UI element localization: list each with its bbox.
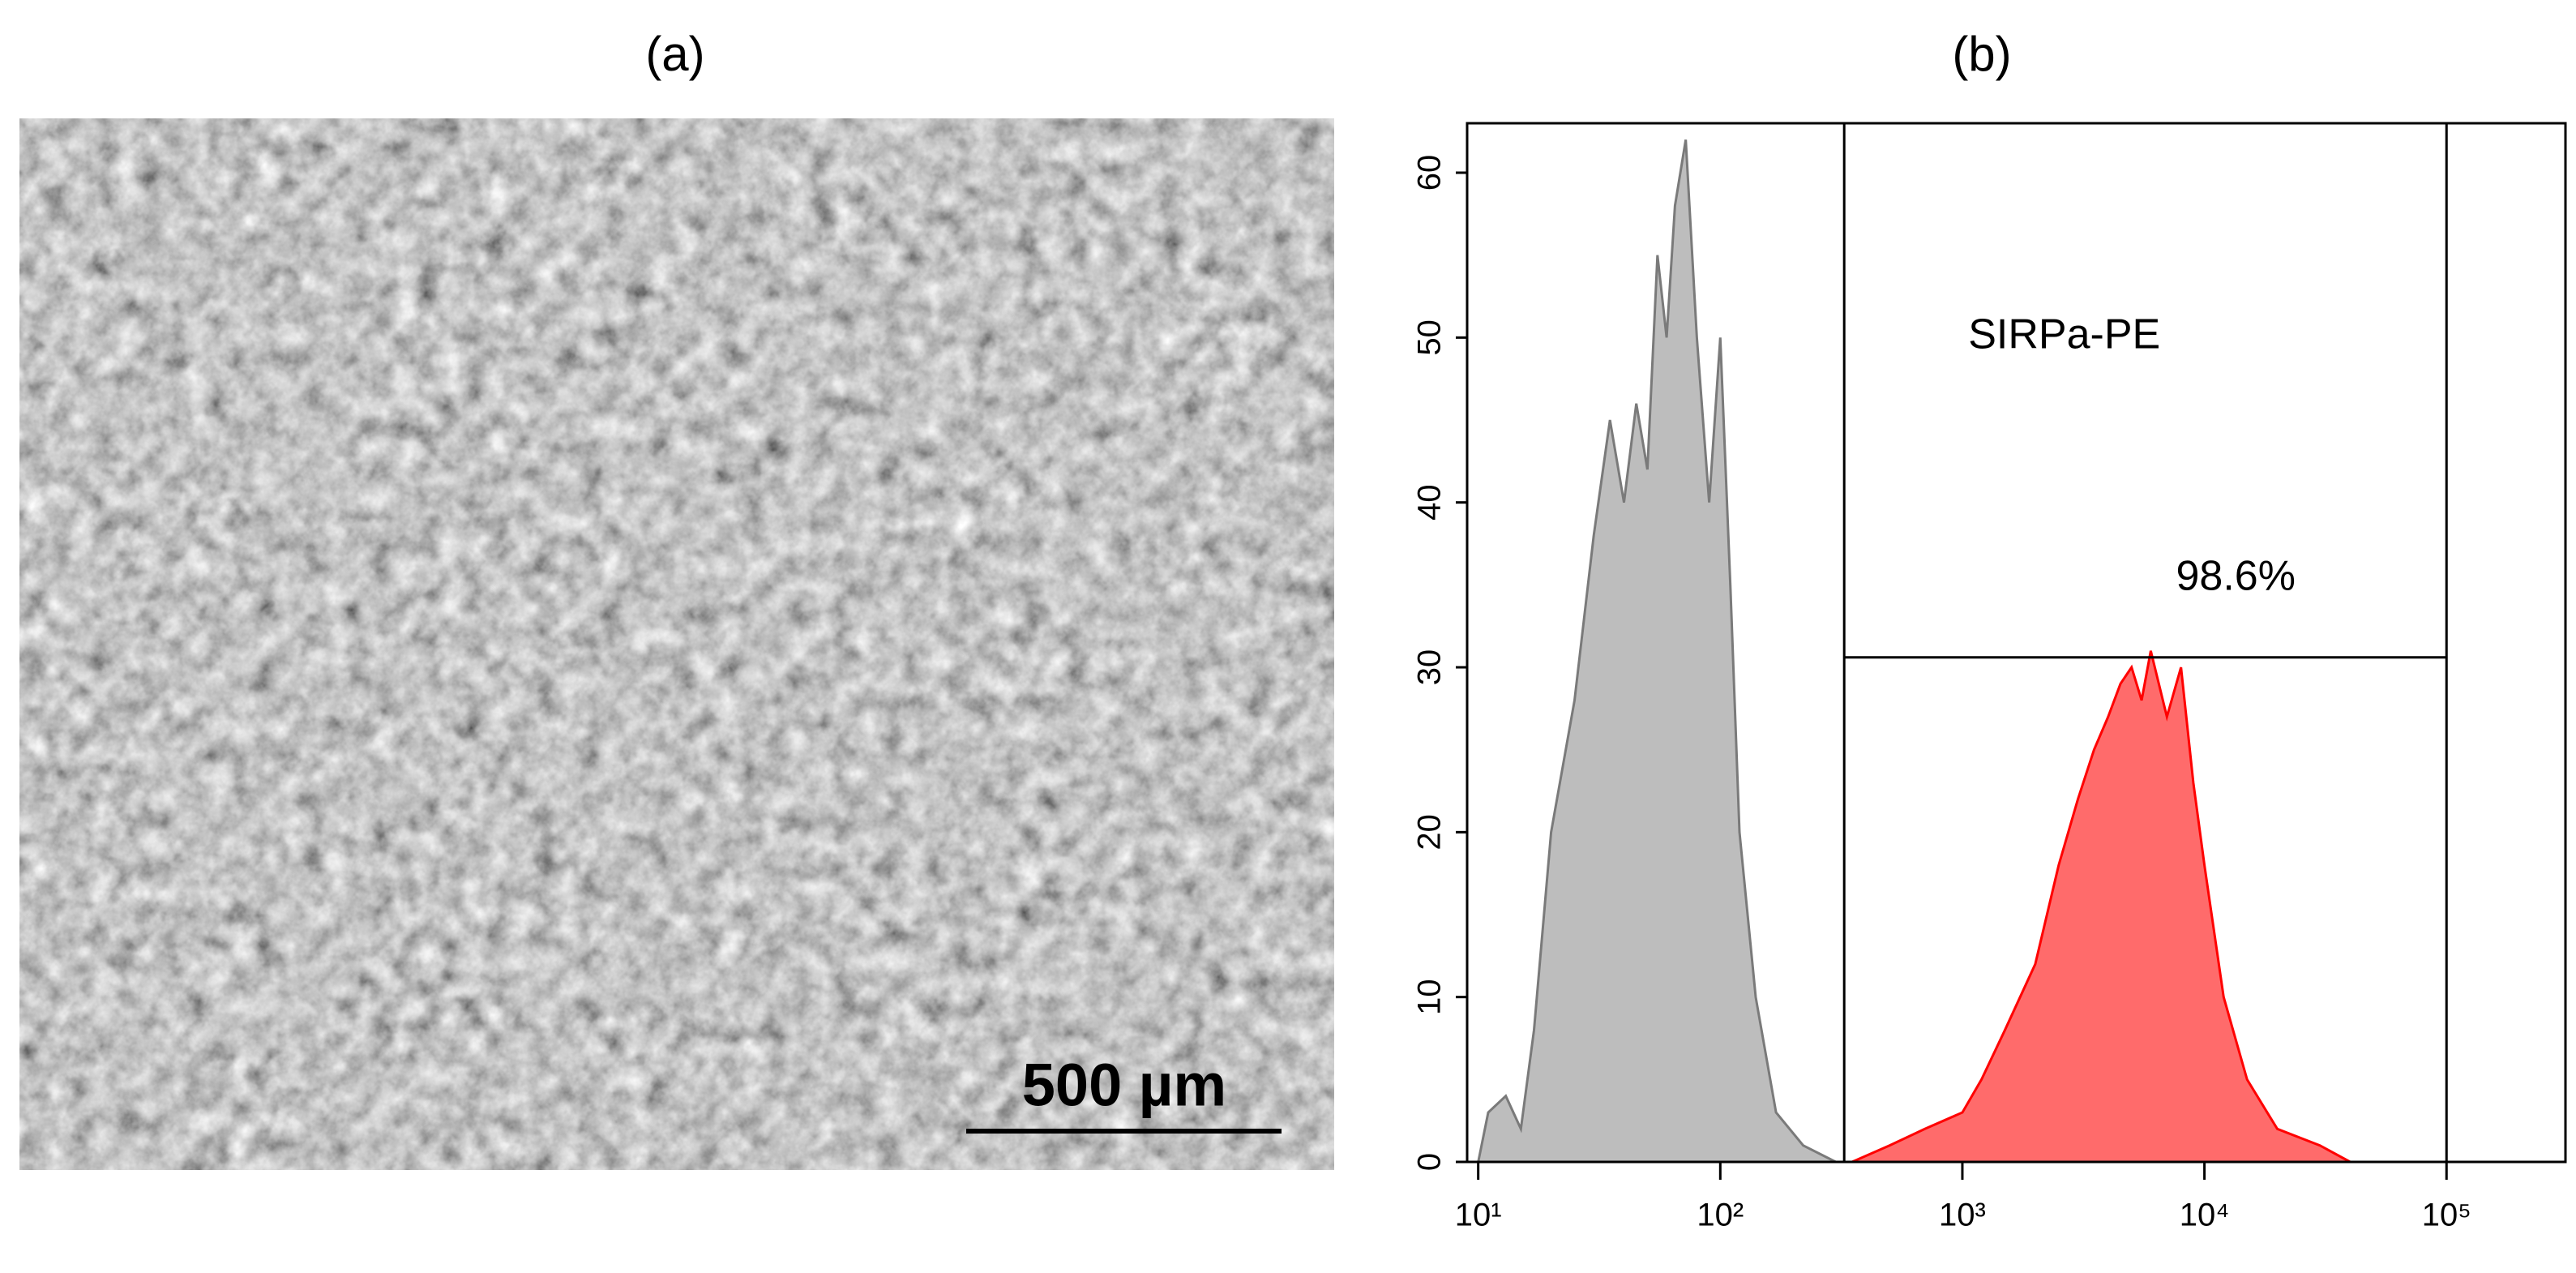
y-tick-label: 10 — [1412, 979, 1448, 1015]
plot-frame — [1466, 122, 2567, 1164]
gate-label: SIRPa-PE — [1968, 311, 2160, 358]
scale-bar-label: 500 µm — [1022, 1052, 1226, 1119]
panel-label: (a) — [645, 27, 704, 81]
micrograph-texture — [19, 118, 1334, 1170]
histogram-area — [1476, 139, 1837, 1164]
y-tick-label: 60 — [1412, 155, 1448, 191]
x-tick-label: 10⁴ — [2180, 1198, 2230, 1233]
x-tick-label: 10² — [1697, 1198, 1744, 1233]
y-tick-label: 50 — [1412, 319, 1448, 356]
panel-label: (b) — [1952, 27, 2011, 81]
y-tick-label: 40 — [1412, 484, 1448, 521]
gate-percent: 98.6% — [2176, 553, 2296, 600]
x-tick-label: 10¹ — [1455, 1198, 1502, 1233]
histogram-area — [1851, 650, 2351, 1164]
x-tick-label: 10³ — [1939, 1198, 1986, 1233]
y-tick-label: 30 — [1412, 649, 1448, 686]
y-tick-label: 0 — [1412, 1153, 1448, 1171]
y-tick-label: 20 — [1412, 814, 1448, 851]
x-tick-label: 10⁵ — [2422, 1198, 2471, 1233]
histogram-plot: SIRPa-PE 98.6% 0 10 20 30 40 50 60 10¹ 10² 10³ 10⁴ 10… — [1412, 122, 2567, 1233]
